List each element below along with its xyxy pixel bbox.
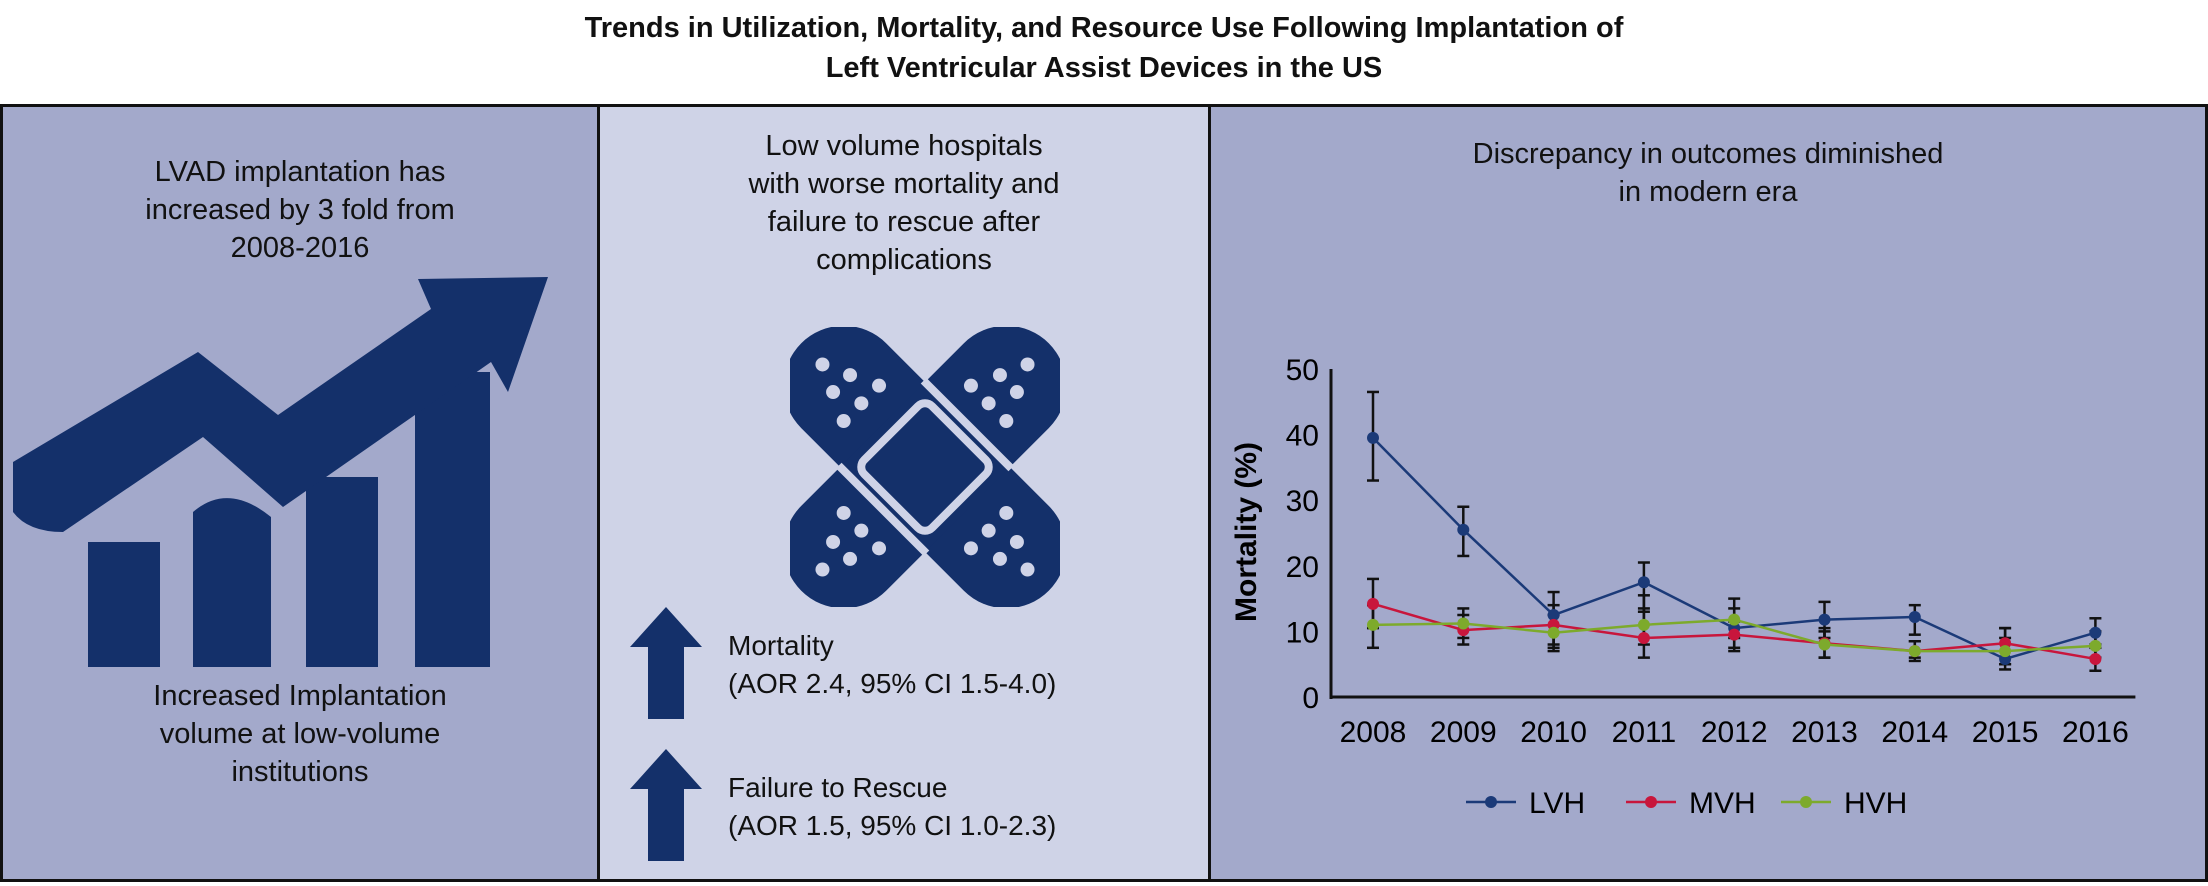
- legend-label-lvh: LVH: [1529, 787, 1585, 820]
- x-tick-label: 2009: [1430, 716, 1497, 749]
- data-point-hvh: [1818, 638, 1831, 651]
- data-point-lvh: [2089, 626, 2102, 639]
- y-tick-label: 30: [1286, 485, 1319, 518]
- data-point-lvh: [1818, 613, 1831, 626]
- data-point-lvh: [1637, 576, 1650, 589]
- data-point-hvh: [2089, 639, 2102, 652]
- x-tick-label: 2010: [1520, 716, 1587, 749]
- legend-marker-hvh: [1800, 796, 1812, 808]
- data-point-mvh: [1637, 631, 1650, 644]
- stat-mortality: Mortality (AOR 2.4, 95% CI 1.5-4.0): [728, 630, 1057, 699]
- data-point-mvh: [2089, 652, 2102, 665]
- panel-outcomes: Discrepancy in outcomes diminished in mo…: [1208, 104, 2208, 882]
- panel2-heading: Low volume hospitals with worse mortalit…: [748, 130, 1060, 276]
- panel-low-volume: Low volume hospitals with worse mortalit…: [597, 104, 1211, 882]
- x-tick-label: 2012: [1701, 716, 1768, 749]
- y-axis-label: Mortality (%): [1230, 442, 1263, 622]
- x-tick-label: 2015: [1972, 716, 2039, 749]
- x-tick-label: 2016: [2062, 716, 2129, 749]
- panel3-heading: Discrepancy in outcomes diminished in mo…: [1472, 138, 1944, 208]
- data-point-lvh: [1547, 609, 1560, 621]
- data-point-hvh: [1457, 617, 1470, 630]
- x-tick-label: 2013: [1791, 716, 1858, 749]
- x-tick-label: 2008: [1340, 716, 1407, 749]
- data-point-lvh: [1457, 523, 1470, 536]
- legend-label-mvh: MVH: [1689, 787, 1756, 820]
- panel1-heading: LVAD implantation has increased by 3 fol…: [145, 156, 455, 264]
- data-point-hvh: [1547, 626, 1560, 639]
- legend-label-hvh: HVH: [1844, 787, 1907, 820]
- data-point-mvh: [1367, 597, 1379, 610]
- stat-failure-to-rescue: Failure to Rescue (AOR 1.5, 95% CI 1.0-2…: [728, 772, 1057, 841]
- y-tick-label: 40: [1286, 420, 1319, 453]
- data-point-hvh: [1999, 645, 2012, 658]
- x-tick-label: 2014: [1881, 716, 1948, 749]
- data-point-hvh: [1637, 618, 1650, 631]
- arrow-up-icon: [630, 749, 702, 861]
- data-point-lvh: [1367, 431, 1379, 444]
- y-tick-label: 10: [1286, 616, 1319, 649]
- y-tick-label: 20: [1286, 551, 1319, 584]
- data-point-hvh: [1367, 618, 1379, 631]
- data-point-lvh: [1908, 610, 1921, 623]
- panel1-footer: Increased Implantation volume at low-vol…: [153, 680, 447, 788]
- y-tick-label: 0: [1302, 682, 1319, 715]
- data-point-mvh: [1728, 628, 1741, 641]
- mortality-line-chart: Mortality (%) 0 10 20 30 40 50 2008 2009 2010 201…: [1230, 354, 2136, 820]
- legend-marker-lvh: [1485, 796, 1497, 808]
- trend-up-bar-chart-icon: [13, 277, 548, 667]
- data-point-hvh: [1908, 645, 1921, 658]
- bandage-cross-icon: [790, 327, 1060, 607]
- arrow-up-icon: [630, 607, 702, 719]
- x-tick-label: 2011: [1612, 716, 1677, 749]
- panel-utilization: LVAD implantation has increased by 3 fol…: [0, 104, 600, 882]
- data-point-hvh: [1728, 613, 1741, 626]
- legend-marker-mvh: [1645, 796, 1657, 808]
- figure-title: Trends in Utilization, Mortality, and Re…: [584, 12, 1624, 84]
- y-tick-label: 50: [1286, 354, 1319, 387]
